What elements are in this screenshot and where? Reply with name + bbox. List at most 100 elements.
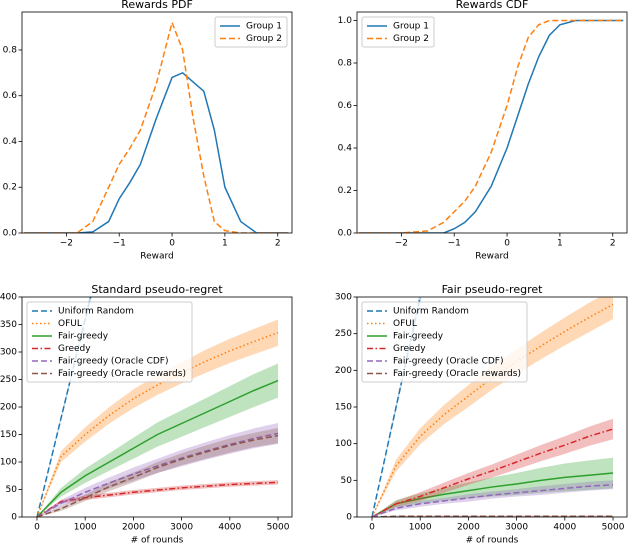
y-tick-label: 0.0 bbox=[338, 229, 353, 239]
subplot-title: Standard pseudo-regret bbox=[91, 283, 223, 296]
subplot: Rewards CDF Reward −2 −1 0 1 2 0.0 0.2 0.4 0.6 0.8 1… bbox=[338, 0, 628, 262]
axes-frame bbox=[356, 296, 628, 518]
x-tick-label: −2 bbox=[395, 239, 408, 249]
axes-frame bbox=[21, 11, 293, 234]
y-tick-label: 0 bbox=[346, 513, 352, 523]
y-tick-label: 0.6 bbox=[338, 101, 353, 111]
series-line bbox=[36, 434, 279, 517]
plot-area bbox=[359, 19, 624, 233]
series-line bbox=[36, 379, 279, 517]
x-tick-label: 4000 bbox=[218, 523, 241, 533]
legend-label: Uniform Random bbox=[393, 307, 469, 317]
legend-label: Group 2 bbox=[393, 34, 429, 44]
x-tick-label: 2000 bbox=[457, 523, 480, 533]
y-tick-label: 200 bbox=[0, 403, 17, 413]
axes-frame bbox=[356, 11, 628, 234]
x-tick-label: −1 bbox=[448, 239, 461, 249]
legend-label: Fair-greedy (Oracle CDF) bbox=[58, 357, 169, 367]
y-tick-label: 100 bbox=[0, 458, 17, 468]
y-tick-label: 0.8 bbox=[338, 59, 353, 69]
subplot-title: Rewards PDF bbox=[121, 0, 193, 11]
confidence-band bbox=[36, 427, 279, 517]
legend-label: Group 1 bbox=[393, 22, 429, 32]
x-tick-label: 3000 bbox=[505, 523, 528, 533]
legend-label: Group 1 bbox=[246, 22, 282, 32]
y-tick-label: 0 bbox=[11, 513, 17, 523]
x-tick-label: 3000 bbox=[170, 523, 193, 533]
series-line bbox=[24, 71, 289, 233]
x-axis-label: # of rounds bbox=[466, 536, 519, 545]
axes-frame bbox=[21, 296, 293, 518]
y-tick-label: 0.4 bbox=[3, 137, 18, 147]
y-tick-label: 50 bbox=[6, 485, 18, 495]
y-tick-label: 300 bbox=[335, 293, 352, 303]
x-tick-label: 5000 bbox=[267, 523, 290, 533]
legend-box bbox=[361, 16, 435, 48]
y-tick-label: 150 bbox=[0, 430, 17, 440]
y-tick-label: 0.2 bbox=[338, 186, 352, 196]
y-tick-label: 1.0 bbox=[338, 16, 353, 26]
legend-label: Fair-greedy (Oracle rewards) bbox=[393, 369, 521, 379]
x-tick-label: 4000 bbox=[553, 523, 576, 533]
x-tick-label: −2 bbox=[60, 239, 73, 249]
y-tick-label: 400 bbox=[0, 293, 17, 303]
x-tick-label: 1000 bbox=[409, 523, 432, 533]
legend-label: Greedy bbox=[58, 344, 91, 354]
legend-box bbox=[214, 16, 288, 48]
legend-label: OFUL bbox=[58, 319, 82, 329]
confidence-band bbox=[371, 297, 614, 517]
subplot-title: Rewards CDF bbox=[456, 0, 529, 11]
series-line bbox=[371, 472, 614, 517]
x-tick-label: 1000 bbox=[74, 523, 97, 533]
x-tick-label: 2 bbox=[610, 239, 616, 249]
series-line bbox=[24, 20, 289, 233]
x-axis-label: Reward bbox=[475, 252, 509, 262]
y-tick-label: 250 bbox=[0, 375, 17, 385]
y-tick-label: 200 bbox=[335, 366, 352, 376]
confidence-band bbox=[36, 422, 279, 517]
y-tick-label: 0.8 bbox=[3, 45, 18, 55]
series-line bbox=[371, 515, 614, 517]
y-tick-label: 100 bbox=[335, 439, 352, 449]
x-tick-label: 0 bbox=[369, 523, 375, 533]
x-axis-label: # of rounds bbox=[131, 536, 184, 545]
series-line bbox=[359, 19, 624, 233]
plot-area bbox=[36, 297, 279, 517]
x-tick-label: 0 bbox=[504, 239, 510, 249]
y-tick-label: 300 bbox=[0, 348, 17, 358]
x-tick-label: 0 bbox=[34, 523, 40, 533]
series-line bbox=[359, 19, 624, 233]
confidence-band bbox=[36, 363, 279, 517]
y-tick-label: 0.0 bbox=[3, 229, 18, 239]
legend-box bbox=[361, 301, 528, 383]
plot-area bbox=[24, 20, 289, 233]
legend-label: Fair-greedy (Oracle rewards) bbox=[58, 369, 186, 379]
x-tick-label: 1 bbox=[222, 239, 228, 249]
legend-label: Fair-greedy bbox=[393, 332, 444, 342]
y-tick-label: 250 bbox=[335, 329, 352, 339]
confidence-band bbox=[36, 319, 279, 517]
legend-label: Fair-greedy (Oracle CDF) bbox=[393, 357, 504, 367]
legend-label: Greedy bbox=[393, 344, 426, 354]
series-line bbox=[36, 432, 279, 517]
x-tick-label: −1 bbox=[113, 239, 126, 249]
x-tick-label: 2000 bbox=[122, 523, 145, 533]
y-tick-label: 150 bbox=[335, 403, 352, 413]
y-tick-label: 0.6 bbox=[3, 91, 18, 101]
legend-label: Group 2 bbox=[246, 34, 282, 44]
subplot: Rewards PDF Reward −2 −1 0 1 2 0.0 0.2 0.4 0.6 0.8 G… bbox=[3, 0, 293, 262]
y-tick-label: 0.2 bbox=[3, 183, 17, 193]
legend-label: OFUL bbox=[393, 319, 417, 329]
x-tick-label: 5000 bbox=[602, 523, 625, 533]
x-axis-label: Reward bbox=[140, 252, 174, 262]
y-tick-label: 0.4 bbox=[338, 144, 353, 154]
legend-box bbox=[26, 301, 193, 383]
x-tick-label: 0 bbox=[169, 239, 175, 249]
series-line bbox=[371, 483, 614, 517]
legend-label: Fair-greedy bbox=[58, 332, 109, 342]
legend-label: Uniform Random bbox=[58, 307, 134, 317]
subplot-title: Fair pseudo-regret bbox=[442, 283, 544, 296]
